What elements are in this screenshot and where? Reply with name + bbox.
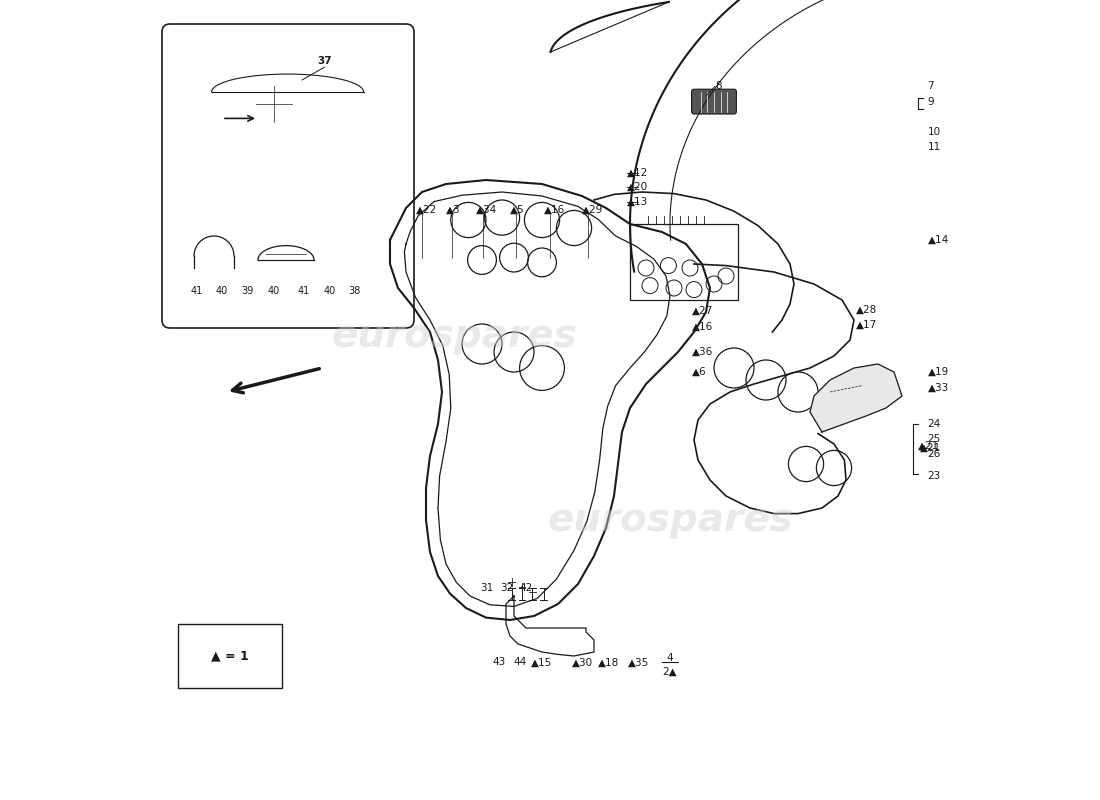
Text: ▲6: ▲6: [692, 367, 707, 377]
Text: ▲27: ▲27: [692, 306, 714, 315]
Text: 40: 40: [323, 286, 336, 296]
Text: ▲16: ▲16: [543, 205, 565, 214]
Text: 25: 25: [927, 434, 940, 444]
Text: ▲14: ▲14: [927, 235, 949, 245]
Text: 11: 11: [927, 142, 940, 152]
Text: ▲34: ▲34: [476, 205, 497, 214]
Text: 4: 4: [667, 653, 673, 662]
Text: eurospares: eurospares: [547, 501, 793, 539]
Text: ▲22: ▲22: [416, 205, 437, 214]
Text: 42: 42: [519, 583, 532, 593]
Text: ▲33: ▲33: [927, 383, 949, 393]
Text: 44: 44: [514, 658, 527, 667]
Text: ▲21: ▲21: [920, 443, 940, 453]
Text: eurospares: eurospares: [331, 317, 576, 355]
Text: ▲13: ▲13: [627, 197, 648, 206]
FancyBboxPatch shape: [162, 24, 414, 328]
Text: 40: 40: [216, 286, 228, 296]
Text: 8: 8: [715, 82, 722, 91]
Text: 31: 31: [481, 583, 494, 593]
Text: 32: 32: [500, 583, 514, 593]
Text: 2▲: 2▲: [662, 667, 678, 677]
Text: 10: 10: [927, 127, 940, 137]
Text: ▲ = 1: ▲ = 1: [211, 650, 249, 662]
Text: ▲18: ▲18: [598, 658, 619, 667]
Text: 23: 23: [927, 471, 940, 481]
Text: 26: 26: [927, 450, 940, 459]
Text: ▲5: ▲5: [510, 205, 525, 214]
Text: 9: 9: [927, 98, 934, 107]
Text: ▲28: ▲28: [856, 305, 877, 314]
Text: 43: 43: [493, 658, 506, 667]
Text: ▲3: ▲3: [446, 205, 461, 214]
Text: ▲16: ▲16: [692, 322, 714, 331]
Text: 7: 7: [927, 81, 934, 90]
Text: 37: 37: [317, 56, 332, 66]
Polygon shape: [810, 364, 902, 432]
Text: ▲15: ▲15: [531, 658, 552, 667]
Text: ▲35: ▲35: [628, 658, 650, 667]
FancyBboxPatch shape: [178, 624, 282, 688]
Text: ▲17: ▲17: [856, 320, 877, 330]
Text: ▲12: ▲12: [627, 168, 648, 178]
Text: ▲36: ▲36: [692, 347, 714, 357]
Text: ▲29: ▲29: [582, 205, 603, 214]
Text: 40: 40: [268, 286, 280, 296]
Text: ▲30: ▲30: [572, 658, 594, 667]
Bar: [630, 224, 738, 300]
Text: 39: 39: [242, 286, 254, 296]
Text: 24: 24: [927, 419, 940, 429]
Text: 41: 41: [297, 286, 310, 296]
Text: ▲20: ▲20: [627, 182, 648, 192]
FancyBboxPatch shape: [692, 89, 736, 114]
Text: 41: 41: [190, 286, 202, 296]
Text: ▲21: ▲21: [918, 441, 939, 450]
Text: ▲19: ▲19: [927, 367, 949, 377]
Text: 38: 38: [349, 286, 361, 296]
